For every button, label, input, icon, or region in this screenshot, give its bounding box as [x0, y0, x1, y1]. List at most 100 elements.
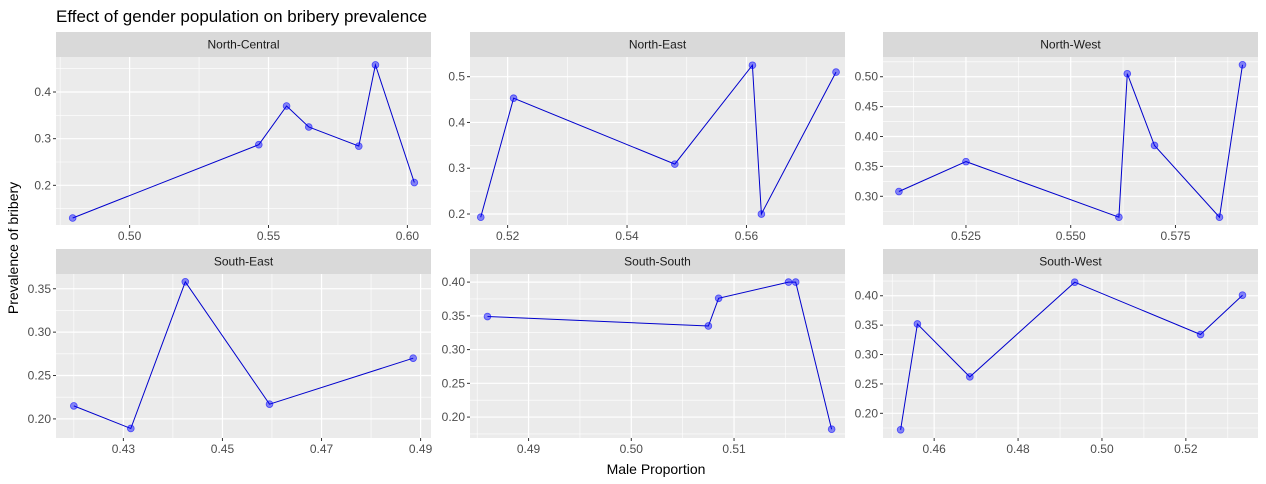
- data-point: [832, 68, 840, 76]
- strip-north-central: [56, 32, 431, 57]
- data-point: [483, 312, 492, 321]
- x-tick-label: 0.51: [722, 442, 746, 456]
- series-line: [900, 281, 1243, 430]
- data-point: [1150, 141, 1159, 150]
- y-tick-label: 0.30: [855, 189, 879, 203]
- data-point: [410, 178, 419, 187]
- strip-label-north-central: North-Central: [207, 38, 279, 52]
- x-tick-label: 0.49: [409, 442, 433, 456]
- data-point: [371, 61, 380, 69]
- x-tick-label: 0.43: [112, 442, 136, 456]
- y-tick-label: 0.50: [855, 70, 879, 84]
- data-point: [265, 400, 274, 408]
- strip-label-north-east: North-East: [629, 38, 687, 52]
- y-tick-label: 0.45: [855, 100, 879, 114]
- x-tick-label: 0.54: [615, 229, 639, 243]
- data-point: [966, 373, 974, 381]
- panel-south-west: South-West 0.46 0.48 0.50 0.52 0.20 0.25 0.30 0.…: [855, 249, 1258, 456]
- data-point: [1196, 330, 1205, 339]
- y-tick-label: 0.2: [34, 178, 51, 192]
- x-tick-label: 0.50: [1090, 442, 1114, 456]
- data-point: [962, 157, 970, 166]
- y-tick-label: 0.40: [855, 289, 879, 303]
- strip-label-south-west: South-West: [1039, 255, 1102, 269]
- panel-north-east: North-East 0.52 0.54 0.56 0.2 0.3 0.4 0.5: [448, 32, 845, 243]
- x-tick-label: 0.46: [922, 442, 946, 456]
- x-axis-title: Male Proportion: [607, 461, 706, 477]
- y-tick-label: 0.25: [855, 377, 879, 391]
- data-point: [704, 322, 713, 330]
- x-tick-label: 0.48: [1006, 442, 1030, 456]
- data-point: [354, 142, 363, 150]
- panel-north-central: North-Central 0.50 0.55 0.60 0.2 0.3 0.4: [34, 32, 431, 243]
- y-tick-label: 0.20: [855, 406, 879, 420]
- x-tick-label: 0.45: [211, 442, 235, 456]
- y-tick-label: 0.35: [28, 282, 52, 296]
- strip-label-south-east: South-East: [214, 255, 274, 269]
- data-point: [254, 140, 263, 149]
- x-tick-label: 0.55: [257, 229, 281, 243]
- panel-background: [56, 274, 431, 438]
- panel-background: [470, 57, 845, 225]
- x-tick-label: 0.550: [1056, 229, 1086, 243]
- y-tick-label: 0.3: [448, 161, 465, 175]
- data-point: [896, 425, 905, 434]
- data-point: [671, 160, 679, 168]
- y-tick-label: 0.25: [442, 376, 466, 390]
- y-tick-label: 0.25: [28, 369, 52, 383]
- data-point: [791, 278, 800, 286]
- series-line: [898, 64, 1243, 219]
- y-tick-label: 0.3: [34, 132, 51, 146]
- y-tick-label: 0.35: [442, 309, 466, 323]
- y-tick-label: 0.20: [442, 410, 466, 424]
- panel-background: [56, 57, 431, 225]
- y-tick-label: 0.30: [855, 348, 879, 362]
- data-point: [748, 61, 757, 70]
- data-point: [757, 210, 766, 218]
- x-tick-label: 0.50: [118, 229, 142, 243]
- x-tick-label: 0.47: [310, 442, 334, 456]
- data-point: [181, 278, 190, 286]
- x-tick-label: 0.525: [951, 229, 981, 243]
- data-point: [476, 213, 485, 222]
- panel-south-east: South-East 0.43 0.45 0.47 0.49 0.20 0.25 0.30 0.…: [28, 249, 433, 456]
- panel-background: [470, 274, 845, 438]
- series-line: [480, 63, 837, 218]
- strip-label-north-west: North-West: [1040, 38, 1101, 52]
- y-tick-label: 0.40: [855, 130, 879, 144]
- y-tick-label: 0.30: [28, 325, 52, 339]
- x-tick-label: 0.56: [735, 229, 759, 243]
- data-point: [509, 94, 518, 102]
- data-point: [1238, 60, 1247, 69]
- data-point: [784, 278, 793, 286]
- panel-south-south: South-South 0.49 0.50 0.51 0.20 0.25 0.30 0.35 0…: [442, 249, 845, 456]
- strip-label-south-south: South-South: [624, 255, 691, 269]
- y-axis-title: Prevalence of bribery: [5, 182, 21, 314]
- y-tick-label: 0.40: [442, 275, 466, 289]
- y-tick-label: 0.5: [448, 70, 465, 84]
- y-tick-label: 0.20: [28, 412, 52, 426]
- data-point: [282, 102, 291, 110]
- x-tick-label: 0.60: [396, 229, 420, 243]
- data-point: [895, 187, 903, 196]
- series-line: [487, 281, 833, 430]
- strip-south-west: [883, 249, 1258, 274]
- panel-north-west: North-West 0.525 0.550 0.575 0.30 0.35 0.40 0.4…: [855, 32, 1258, 243]
- y-tick-label: 0.30: [442, 343, 466, 357]
- data-point: [70, 402, 78, 410]
- x-tick-label: 0.52: [496, 229, 520, 243]
- y-tick-label: 0.2: [448, 207, 465, 221]
- x-tick-label: 0.50: [620, 442, 644, 456]
- x-tick-label: 0.49: [517, 442, 541, 456]
- data-point: [1238, 291, 1247, 299]
- strip-south-east: [56, 249, 431, 274]
- data-point: [1123, 69, 1132, 78]
- strip-north-east: [470, 32, 845, 57]
- data-point: [1070, 278, 1079, 287]
- data-point: [827, 425, 836, 434]
- data-point: [68, 214, 77, 222]
- data-point: [304, 123, 313, 131]
- panel-background: [883, 274, 1258, 438]
